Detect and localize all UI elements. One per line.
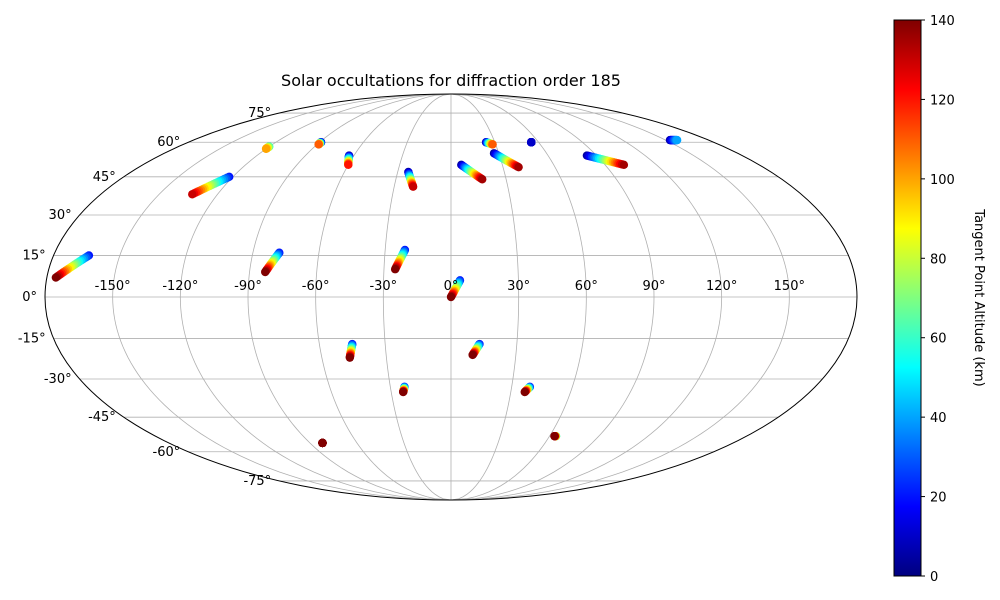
lat-tick-label: 15° <box>23 248 46 263</box>
data-point <box>261 144 271 153</box>
lat-tick-label: -45° <box>88 410 116 425</box>
colorbar-tick-label: 20 <box>930 491 947 506</box>
lat-tick-label: 60° <box>157 135 180 150</box>
data-point <box>672 135 682 145</box>
lat-tick-label: -30° <box>44 372 72 387</box>
data-point <box>314 140 323 149</box>
colorbar-tick-label: 80 <box>930 252 947 267</box>
lon-gridline-4 <box>382 94 452 500</box>
data-point <box>398 387 408 397</box>
chart-title: Solar occultations for diffraction order… <box>281 71 621 90</box>
gridlines <box>45 94 857 500</box>
longitude-tick-labels: -150° -120° -90° -60° -30° 0° 30° 60° 90° 120° 150… <box>95 279 805 294</box>
colorbar-tick-label: 0 <box>930 570 938 585</box>
lon-gridline-1 <box>179 94 452 500</box>
data-point <box>345 353 355 362</box>
lon-gridline-3 <box>315 94 452 500</box>
lon-gridline-8 <box>450 94 655 500</box>
lon-tick-label: 90° <box>642 279 665 294</box>
lon-gridline-7 <box>450 94 587 500</box>
lat-tick-label: -75° <box>243 474 271 489</box>
data-point <box>344 160 353 170</box>
lat-tick-label: -60° <box>153 445 181 460</box>
lon-gridline-0 <box>112 94 452 500</box>
data-point <box>488 140 497 149</box>
lat-tick-label: 0° <box>22 290 37 305</box>
data-point <box>188 190 197 199</box>
data-point <box>446 292 456 302</box>
data-point <box>318 438 327 448</box>
lon-tick-label: 120° <box>706 279 737 294</box>
colorbar-ticks: 0 20 40 60 80 100 120 140 <box>921 14 955 585</box>
colorbar-tick-label: 60 <box>930 332 947 347</box>
map-border <box>44 93 858 501</box>
colorbar: 0 20 40 60 80 100 120 140 Tangent Point Altitud… <box>893 14 986 585</box>
data-point <box>390 265 400 274</box>
lon-gridline-9 <box>450 94 723 500</box>
data-point <box>619 160 629 170</box>
lat-tick-label: 45° <box>93 170 116 185</box>
lon-tick-label: -120° <box>162 279 198 294</box>
latitude-tick-labels: -75° -60° -45° -30° -15° 0° 15° 30° 45° 60° 75° <box>18 106 271 489</box>
colorbar-gradient <box>893 19 922 577</box>
data-point <box>550 431 559 441</box>
colorbar-tick-label: 120 <box>930 93 955 108</box>
lat-tick-label: 30° <box>49 208 72 223</box>
data-point <box>51 273 61 282</box>
map-area: -150° -120° -90° -60° -30° 0° 30° 60° 90° 120° 150… <box>18 93 858 501</box>
lat-tick-label: 75° <box>248 106 271 121</box>
colorbar-tick-label: 140 <box>930 14 955 29</box>
colorbar-tick-label: 40 <box>930 411 947 426</box>
data-point <box>261 267 270 277</box>
colorbar-tick-label: 100 <box>930 173 955 188</box>
lat-tick-label: -15° <box>18 332 46 347</box>
lon-tick-label: -60° <box>302 279 330 294</box>
lon-tick-label: 60° <box>575 279 598 294</box>
lon-tick-label: -90° <box>234 279 262 294</box>
lon-tick-label: 150° <box>774 279 805 294</box>
lon-tick-label: 30° <box>507 279 530 294</box>
lon-tick-label: -150° <box>95 279 131 294</box>
data-point <box>478 175 487 184</box>
lon-tick-label: -30° <box>369 279 397 294</box>
data-point <box>408 182 418 191</box>
lon-tick-label: 0° <box>444 279 459 294</box>
colorbar-label: Tangent Point Altitude (km) <box>971 208 986 386</box>
data-point <box>527 138 536 147</box>
data-point <box>468 350 477 360</box>
data-point <box>520 387 529 397</box>
data-point <box>514 162 523 172</box>
scatter-points <box>51 135 682 448</box>
